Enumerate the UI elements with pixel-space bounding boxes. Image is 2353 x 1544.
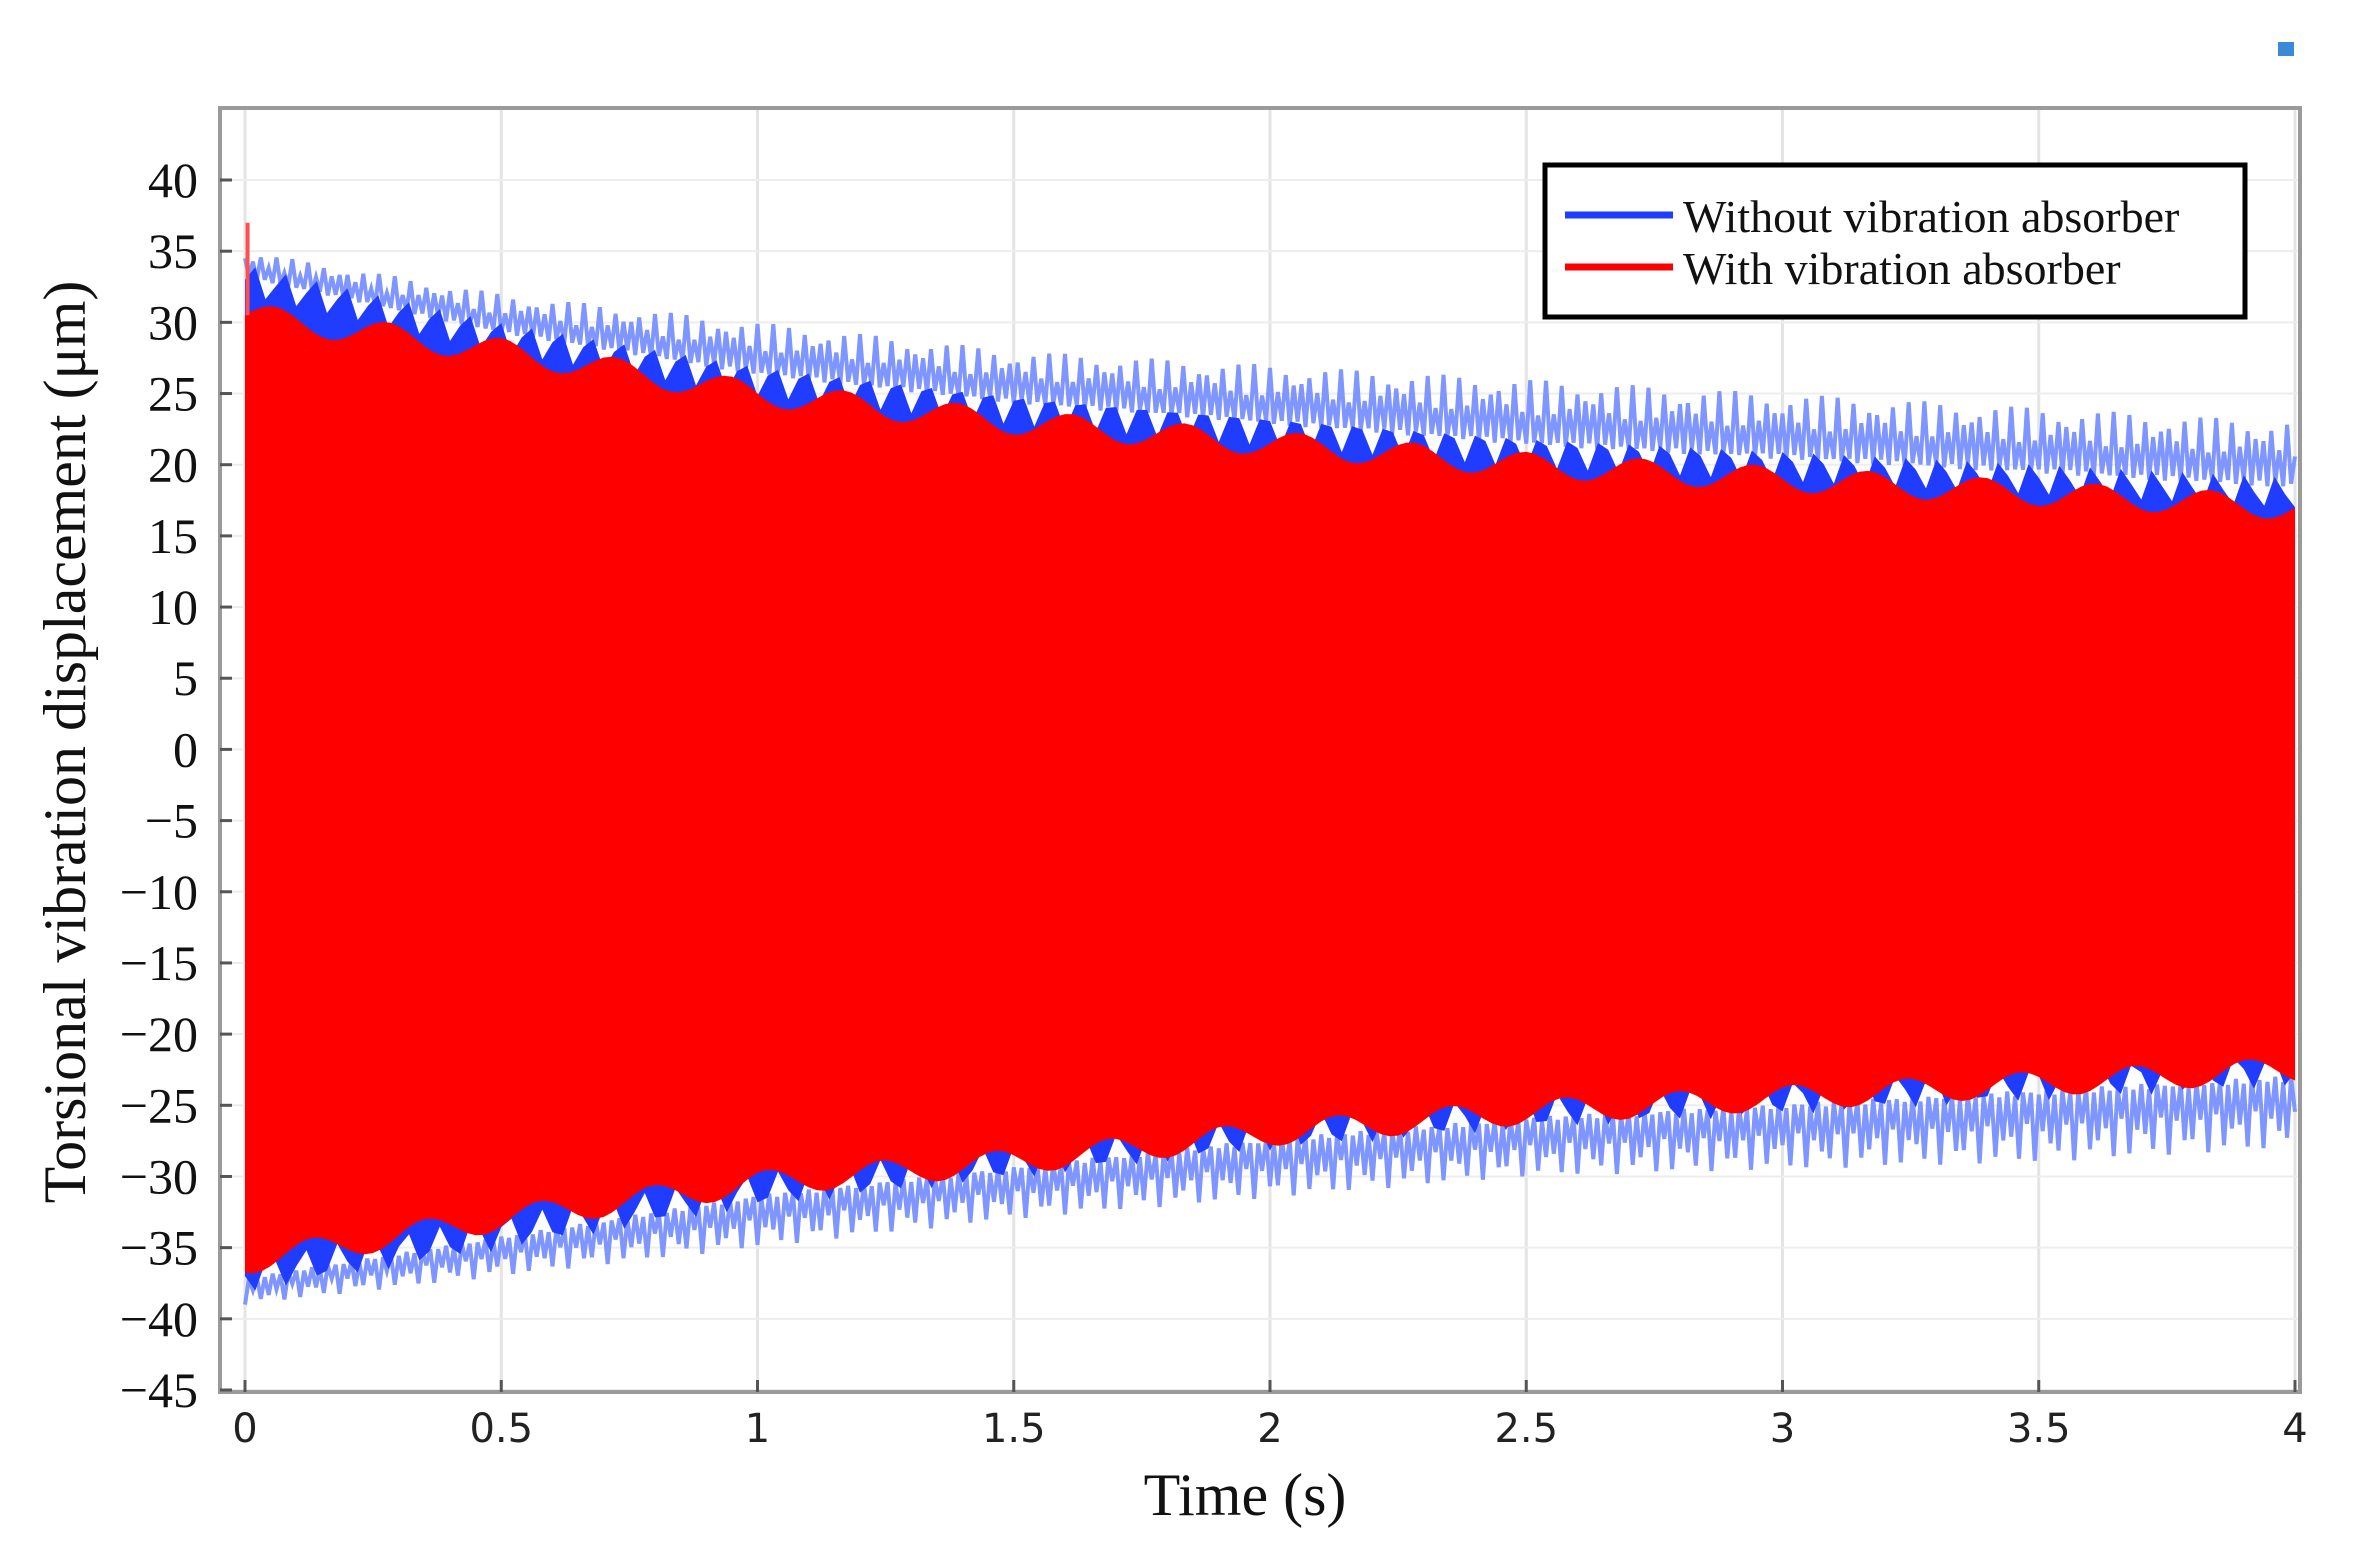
series-without-absorber-upper-spikes xyxy=(243,257,2297,487)
y-tick-label-16: −40 xyxy=(120,1291,198,1347)
x-tick-label-3: 1.5 xyxy=(982,1406,1046,1452)
corner-icon xyxy=(2278,42,2294,56)
y-tick-label-2: 30 xyxy=(148,294,198,350)
y-tick-label-11: −15 xyxy=(120,935,198,991)
x-tick-label-7: 3.5 xyxy=(2007,1406,2071,1452)
y-tick-label-10: −10 xyxy=(120,864,198,920)
y-axis-title: Torsional vibration displacement (μm) xyxy=(32,281,98,1204)
axis-ticks xyxy=(220,178,2297,1392)
y-tick-label-12: −20 xyxy=(120,1006,198,1062)
x-tick-label-0: 0 xyxy=(232,1406,257,1452)
legend-box xyxy=(1542,162,2248,320)
x-tick-label-6: 3 xyxy=(1770,1406,1795,1452)
y-tick-label-5: 15 xyxy=(148,508,198,564)
x-tick-label-1: 0.5 xyxy=(469,1406,533,1452)
legend: Without vibration absorber With vibratio… xyxy=(1542,162,2248,320)
y-tick-label-8: 0 xyxy=(173,721,198,777)
x-tick-label-8: 4 xyxy=(2282,1406,2307,1452)
x-axis-title: Time (s) xyxy=(1144,1462,1347,1528)
legend-label-with-absorber: With vibration absorber xyxy=(1683,243,2121,294)
legend-label-without-absorber: Without vibration absorber xyxy=(1683,191,2179,242)
y-tick-label-4: 20 xyxy=(148,437,198,493)
x-tick-label-2: 1 xyxy=(745,1406,770,1452)
y-tick-label-7: 5 xyxy=(173,650,198,706)
x-axis-tick-labels: 0 0.5 1 1.5 2 2.5 3 3.5 4 xyxy=(232,1406,2307,1452)
y-tick-label-1: 35 xyxy=(148,223,198,279)
y-tick-label-3: 25 xyxy=(148,366,198,422)
y-tick-label-15: −35 xyxy=(120,1220,198,1276)
series-without-absorber-lower-spikes xyxy=(243,1076,2297,1305)
plot-area xyxy=(243,222,2297,1305)
y-axis-tick-labels: 40 35 30 25 20 15 10 5 0 −5 −10 −15 −20 −25 −30 −35 −40 −… xyxy=(120,152,198,1418)
y-tick-label-0: 40 xyxy=(148,152,198,208)
y-tick-label-17: −45 xyxy=(120,1362,198,1418)
series-with-absorber-band xyxy=(245,306,2295,1274)
corner-icon-mark xyxy=(2278,42,2294,56)
y-tick-label-9: −5 xyxy=(145,793,198,849)
x-tick-label-5: 2.5 xyxy=(1494,1406,1558,1452)
x-tick-label-4: 2 xyxy=(1257,1406,1282,1452)
y-tick-label-6: 10 xyxy=(148,579,198,635)
y-tick-label-13: −25 xyxy=(120,1077,198,1133)
y-tick-label-14: −30 xyxy=(120,1148,198,1204)
